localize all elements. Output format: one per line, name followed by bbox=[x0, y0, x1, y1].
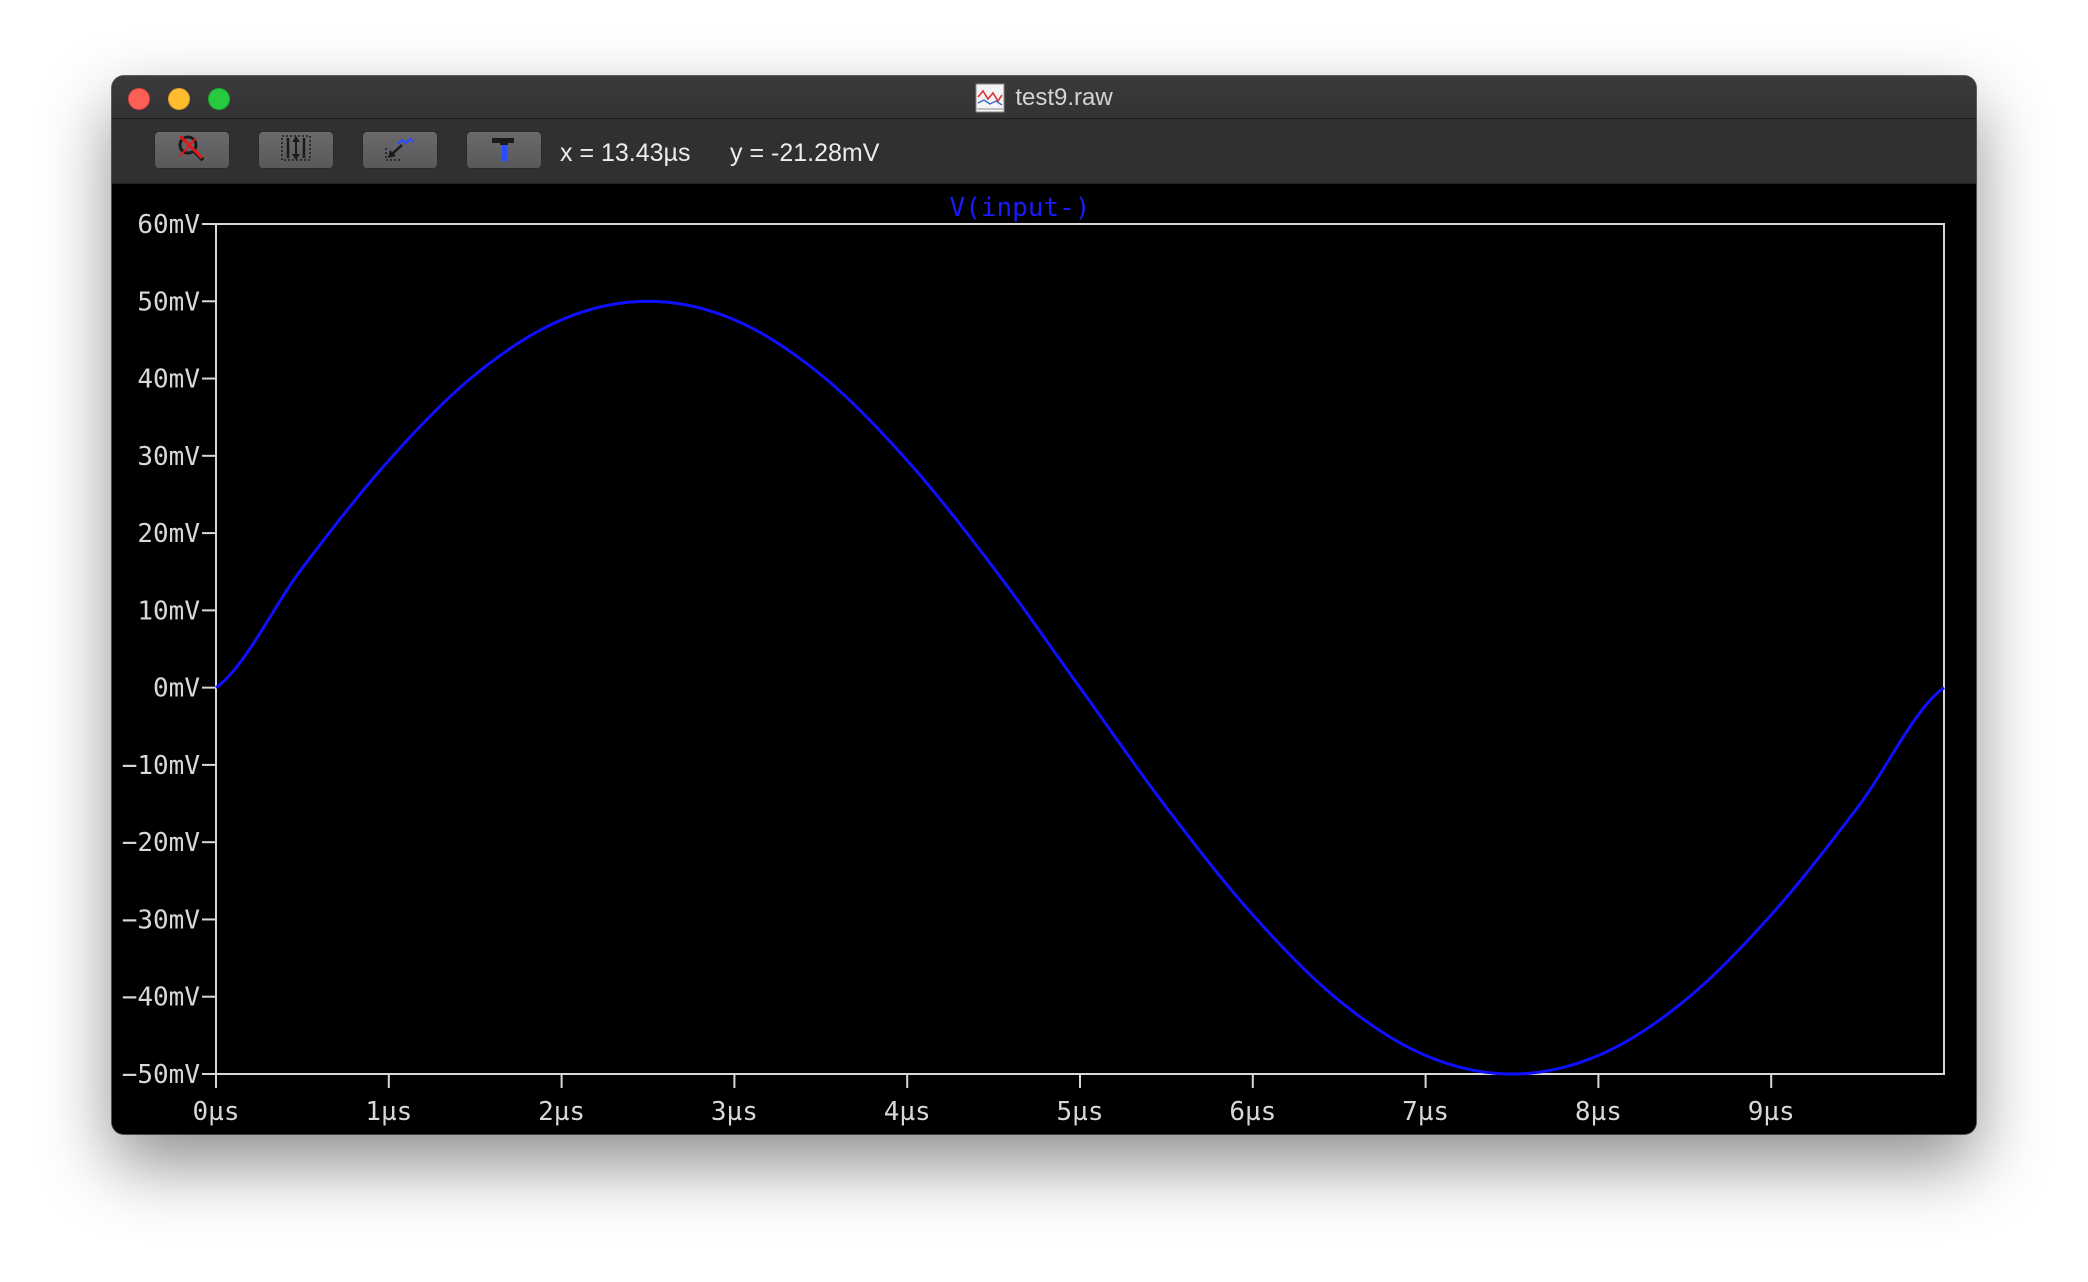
toolbar: x = 13.43µs y = -21.28mV bbox=[112, 119, 1976, 184]
y-tick-label: 20mV bbox=[137, 519, 200, 549]
x-tick-label: 2µs bbox=[538, 1097, 585, 1127]
y-tick-label: −30mV bbox=[122, 905, 200, 935]
y-tick-label: 40mV bbox=[137, 365, 200, 395]
x-tick-label: 6µs bbox=[1229, 1097, 1276, 1127]
window-title: test9.raw bbox=[1015, 83, 1113, 111]
zoom-to-fit-button[interactable] bbox=[362, 131, 438, 169]
y-cursor-readout: y = -21.28mV bbox=[730, 139, 880, 167]
y-tick-label: 30mV bbox=[137, 442, 200, 472]
close-window-button[interactable] bbox=[128, 88, 150, 110]
x-cursor-readout: x = 13.43µs bbox=[560, 139, 691, 167]
y-tick-label: 50mV bbox=[137, 287, 200, 317]
autorange-y-button[interactable] bbox=[258, 131, 334, 169]
x-tick-label: 9µs bbox=[1748, 1097, 1795, 1127]
minimize-window-button[interactable] bbox=[168, 88, 190, 110]
zoom-off-button[interactable] bbox=[154, 131, 230, 169]
autorange-icon bbox=[276, 132, 316, 169]
waveform-plot[interactable]: V(input-) 60mV 50mV 40mV 30mV 20mV 10mV 0mV −10m… bbox=[112, 184, 1976, 1134]
trace-v-input-minus bbox=[215, 299, 1945, 1076]
zoom-fit-icon bbox=[380, 132, 420, 169]
waveform-document-icon bbox=[975, 83, 1005, 113]
y-tick-label: 0mV bbox=[153, 674, 200, 704]
y-tick-label: −40mV bbox=[122, 983, 200, 1013]
hammer-icon bbox=[484, 132, 524, 169]
y-tick-label: 10mV bbox=[137, 596, 200, 626]
hammer-button[interactable] bbox=[466, 131, 542, 169]
zoom-window-button[interactable] bbox=[208, 88, 230, 110]
plot-frame bbox=[215, 223, 1945, 1075]
x-tick-label: 3µs bbox=[711, 1097, 758, 1127]
x-tick-label: 8µs bbox=[1575, 1097, 1622, 1127]
waveform-viewer-window: test9.raw bbox=[112, 76, 1976, 1134]
y-tick-label: −50mV bbox=[122, 1060, 200, 1090]
x-tick-label: 7µs bbox=[1402, 1097, 1449, 1127]
title-bar[interactable]: test9.raw bbox=[112, 76, 1976, 119]
y-tick-label: −20mV bbox=[122, 828, 200, 858]
x-tick-label: 1µs bbox=[365, 1097, 412, 1127]
trace-title: V(input-) bbox=[950, 193, 1091, 223]
y-tick-label: 60mV bbox=[137, 210, 200, 240]
x-tick-label: 5µs bbox=[1057, 1097, 1104, 1127]
y-tick-label: −10mV bbox=[122, 751, 200, 781]
magnifier-crossed-icon bbox=[172, 132, 212, 169]
x-tick-label: 4µs bbox=[884, 1097, 931, 1127]
plot-pane[interactable]: V(input-) 60mV 50mV 40mV 30mV 20mV 10mV 0mV −10m… bbox=[112, 184, 1976, 1134]
x-tick-label: 0µs bbox=[193, 1097, 240, 1127]
